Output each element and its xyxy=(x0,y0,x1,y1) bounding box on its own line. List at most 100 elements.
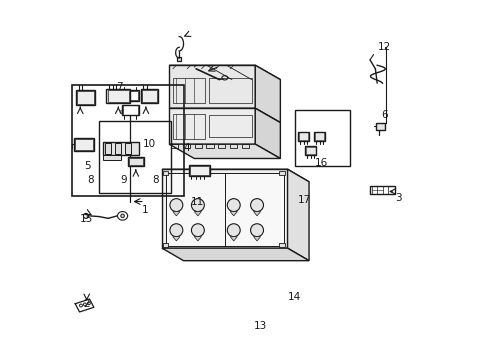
Bar xyxy=(314,132,325,140)
Text: 6: 6 xyxy=(380,111,387,121)
Polygon shape xyxy=(172,237,180,241)
Text: 9: 9 xyxy=(120,175,127,185)
Bar xyxy=(177,57,181,60)
Polygon shape xyxy=(162,248,308,261)
Bar xyxy=(305,146,316,155)
Bar xyxy=(76,90,94,105)
Bar xyxy=(122,90,139,101)
Text: 16: 16 xyxy=(314,158,327,168)
Bar xyxy=(140,89,158,103)
Polygon shape xyxy=(287,169,308,261)
Polygon shape xyxy=(255,65,280,123)
Bar xyxy=(124,143,131,154)
Polygon shape xyxy=(230,212,237,216)
Circle shape xyxy=(191,224,204,237)
Text: 4: 4 xyxy=(183,143,190,153)
Bar xyxy=(99,121,171,193)
Bar xyxy=(172,114,204,139)
Bar xyxy=(128,157,144,166)
Bar xyxy=(190,166,208,175)
Text: 12: 12 xyxy=(377,42,390,52)
Bar xyxy=(122,91,138,100)
Bar xyxy=(206,144,213,148)
Bar xyxy=(279,171,285,175)
Bar xyxy=(369,186,394,194)
Text: 8: 8 xyxy=(152,175,159,185)
Bar xyxy=(194,144,202,148)
Bar xyxy=(305,147,315,154)
Bar xyxy=(122,105,139,116)
Bar xyxy=(129,158,142,165)
Text: 17: 17 xyxy=(298,195,311,205)
Bar xyxy=(72,85,183,196)
Bar xyxy=(74,138,94,151)
Circle shape xyxy=(250,199,263,212)
Polygon shape xyxy=(230,237,237,241)
Bar xyxy=(163,243,168,247)
Bar xyxy=(376,123,385,130)
Text: 11: 11 xyxy=(190,197,203,207)
Bar xyxy=(230,108,237,112)
Polygon shape xyxy=(172,212,180,216)
Bar xyxy=(142,90,156,102)
Bar xyxy=(194,108,202,112)
Polygon shape xyxy=(169,65,280,80)
Bar xyxy=(208,78,251,103)
Bar xyxy=(230,144,237,148)
Bar xyxy=(314,132,324,140)
Bar xyxy=(242,144,249,148)
Bar xyxy=(298,132,308,140)
Bar xyxy=(107,90,128,102)
Bar xyxy=(183,144,190,148)
Bar xyxy=(218,144,225,148)
Polygon shape xyxy=(169,108,255,144)
Text: 3: 3 xyxy=(395,193,401,203)
Bar xyxy=(208,116,251,137)
Bar xyxy=(183,108,190,112)
Text: 14: 14 xyxy=(287,292,300,302)
Bar xyxy=(163,171,168,175)
Bar xyxy=(104,143,111,154)
Text: 2: 2 xyxy=(83,299,90,309)
Bar xyxy=(106,89,129,103)
Circle shape xyxy=(227,199,240,212)
Circle shape xyxy=(191,199,204,212)
Text: 1: 1 xyxy=(141,206,148,216)
Text: 8: 8 xyxy=(87,175,94,185)
Bar xyxy=(218,108,225,112)
Bar xyxy=(188,165,209,176)
Circle shape xyxy=(250,224,263,237)
Bar xyxy=(294,110,349,166)
Bar xyxy=(279,243,285,247)
Text: 7: 7 xyxy=(116,82,123,92)
Bar xyxy=(171,144,178,148)
Polygon shape xyxy=(253,237,260,241)
Bar xyxy=(102,142,139,155)
Polygon shape xyxy=(194,212,201,216)
Polygon shape xyxy=(253,212,260,216)
Polygon shape xyxy=(169,108,280,123)
Text: 15: 15 xyxy=(80,215,93,224)
Bar xyxy=(77,91,93,104)
Polygon shape xyxy=(169,144,280,158)
Bar xyxy=(75,139,93,150)
Polygon shape xyxy=(162,169,308,182)
Bar xyxy=(172,78,204,103)
Bar xyxy=(115,143,121,154)
Text: 5: 5 xyxy=(84,161,91,171)
Circle shape xyxy=(169,199,183,212)
Polygon shape xyxy=(255,108,280,158)
Bar xyxy=(171,108,178,112)
Polygon shape xyxy=(169,65,255,108)
Circle shape xyxy=(169,224,183,237)
Bar xyxy=(242,108,249,112)
Text: 10: 10 xyxy=(142,139,156,149)
Circle shape xyxy=(121,214,124,218)
Bar xyxy=(122,105,138,115)
Text: 13: 13 xyxy=(253,321,267,331)
Polygon shape xyxy=(194,237,201,241)
Bar xyxy=(298,132,308,140)
Bar xyxy=(165,173,284,246)
Polygon shape xyxy=(162,169,287,248)
Circle shape xyxy=(227,224,240,237)
